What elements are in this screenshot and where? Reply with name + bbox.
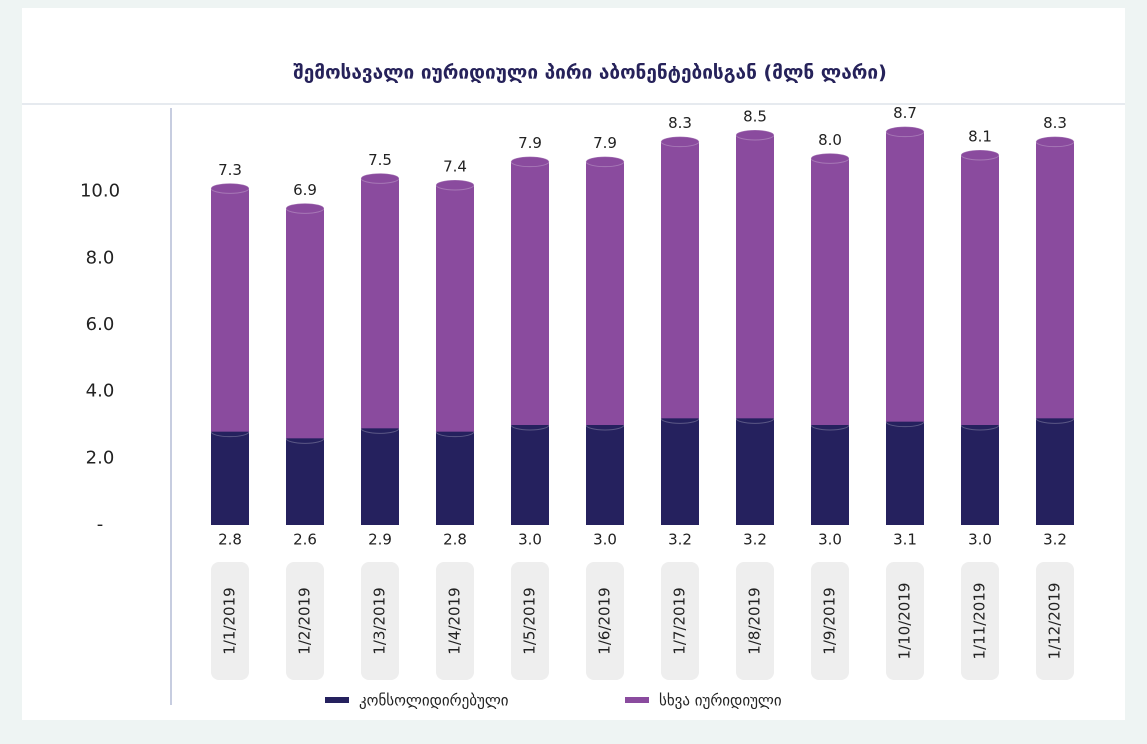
bar-segment bbox=[436, 185, 474, 432]
x-tick-label: 1/8/2019 bbox=[746, 587, 764, 654]
y-tick-label: 10.0 bbox=[80, 181, 120, 202]
x-tick-box bbox=[361, 562, 399, 680]
x-tick-label: 1/11/2019 bbox=[971, 583, 989, 660]
card bbox=[22, 8, 1125, 720]
x-tick-label: 1/1/2019 bbox=[221, 587, 239, 654]
x-tick-label: 1/2/2019 bbox=[296, 587, 314, 654]
value-label: 2.8 bbox=[443, 531, 467, 549]
bar-segment bbox=[736, 135, 774, 419]
y-tick-label: 4.0 bbox=[86, 381, 115, 402]
bar-segment bbox=[586, 425, 624, 525]
bar-segment bbox=[211, 188, 249, 432]
x-tick-label: 1/4/2019 bbox=[446, 587, 464, 654]
x-tick-box bbox=[436, 562, 474, 680]
y-tick-label: 8.0 bbox=[86, 247, 115, 268]
x-tick-label: 1/9/2019 bbox=[821, 587, 839, 654]
value-label: 7.4 bbox=[443, 158, 467, 176]
value-label: 8.3 bbox=[1043, 114, 1067, 132]
value-label: 8.0 bbox=[818, 131, 842, 149]
x-tick-label: 1/10/2019 bbox=[896, 583, 914, 660]
bar-segment bbox=[811, 158, 849, 426]
value-label: 8.5 bbox=[743, 108, 767, 126]
legend-swatch bbox=[325, 697, 349, 703]
bar-segment bbox=[436, 431, 474, 525]
value-label: 3.0 bbox=[593, 531, 617, 549]
x-tick-label: 1/12/2019 bbox=[1046, 583, 1064, 660]
legend-swatch bbox=[625, 697, 649, 703]
bar-cap bbox=[210, 182, 250, 194]
bar-cap bbox=[885, 126, 925, 138]
value-label: 3.1 bbox=[893, 531, 917, 549]
x-tick-label: 1/3/2019 bbox=[371, 587, 389, 654]
value-label: 3.2 bbox=[668, 531, 692, 549]
x-tick-box bbox=[511, 562, 549, 680]
value-label: 3.2 bbox=[743, 531, 767, 549]
x-tick-box bbox=[961, 562, 999, 680]
bar-cap bbox=[1035, 136, 1075, 148]
bar-cap bbox=[435, 179, 475, 191]
bar-cap bbox=[360, 172, 400, 184]
bar-segment bbox=[1036, 418, 1074, 525]
bar-segment bbox=[811, 425, 849, 525]
x-tick-box bbox=[886, 562, 924, 680]
bar-segment bbox=[511, 161, 549, 425]
value-label: 2.8 bbox=[218, 531, 242, 549]
bar-segment bbox=[511, 425, 549, 525]
value-label: 3.0 bbox=[968, 531, 992, 549]
y-tick-label: - bbox=[97, 514, 104, 535]
bar-cap bbox=[285, 202, 325, 214]
bar-segment bbox=[961, 155, 999, 425]
bar-segment bbox=[1036, 141, 1074, 419]
x-tick-label: 1/5/2019 bbox=[521, 587, 539, 654]
x-tick-label: 1/6/2019 bbox=[596, 587, 614, 654]
bar-cap bbox=[810, 152, 850, 164]
x-tick-box bbox=[661, 562, 699, 680]
value-label: 8.7 bbox=[893, 104, 917, 122]
bar-segment bbox=[661, 418, 699, 525]
legend-label: კონსოლიდირებული bbox=[359, 692, 509, 710]
value-label: 8.3 bbox=[668, 114, 692, 132]
value-label: 7.3 bbox=[218, 161, 242, 179]
value-label: 7.9 bbox=[593, 134, 617, 152]
bar-segment bbox=[661, 141, 699, 419]
x-tick-box bbox=[1036, 562, 1074, 680]
value-label: 7.5 bbox=[368, 151, 392, 169]
x-tick-box bbox=[736, 562, 774, 680]
y-tick-label: 2.0 bbox=[86, 447, 115, 468]
bar-segment bbox=[586, 161, 624, 425]
x-tick-box bbox=[811, 562, 849, 680]
value-label: 7.9 bbox=[518, 134, 542, 152]
bar-cap bbox=[960, 149, 1000, 161]
bar-cap bbox=[510, 156, 550, 168]
x-tick-box bbox=[286, 562, 324, 680]
value-label: 3.2 bbox=[1043, 531, 1067, 549]
bar-segment bbox=[361, 178, 399, 429]
bar-cap bbox=[585, 156, 625, 168]
value-label: 6.9 bbox=[293, 181, 317, 199]
y-tick-label: 6.0 bbox=[86, 314, 115, 335]
bar-segment bbox=[961, 425, 999, 525]
x-tick-box bbox=[211, 562, 249, 680]
x-tick-label: 1/7/2019 bbox=[671, 587, 689, 654]
bar-segment bbox=[886, 421, 924, 525]
bar-cap bbox=[735, 129, 775, 141]
bar-cap bbox=[660, 136, 700, 148]
legend-label: სხვა იურიდიული bbox=[659, 692, 782, 710]
bar-segment bbox=[736, 418, 774, 525]
bar-segment bbox=[361, 428, 399, 525]
x-tick-box bbox=[586, 562, 624, 680]
bar-segment bbox=[286, 438, 324, 525]
value-label: 8.1 bbox=[968, 128, 992, 146]
bar-segment bbox=[886, 131, 924, 422]
value-label: 2.9 bbox=[368, 531, 392, 549]
bar-segment bbox=[211, 431, 249, 525]
chart-title: შემოსავალი იურიდიული პირი აბონენტებისგან… bbox=[293, 62, 887, 84]
value-label: 3.0 bbox=[818, 531, 842, 549]
value-label: 3.0 bbox=[518, 531, 542, 549]
bar-segment bbox=[286, 208, 324, 439]
value-label: 2.6 bbox=[293, 531, 317, 549]
